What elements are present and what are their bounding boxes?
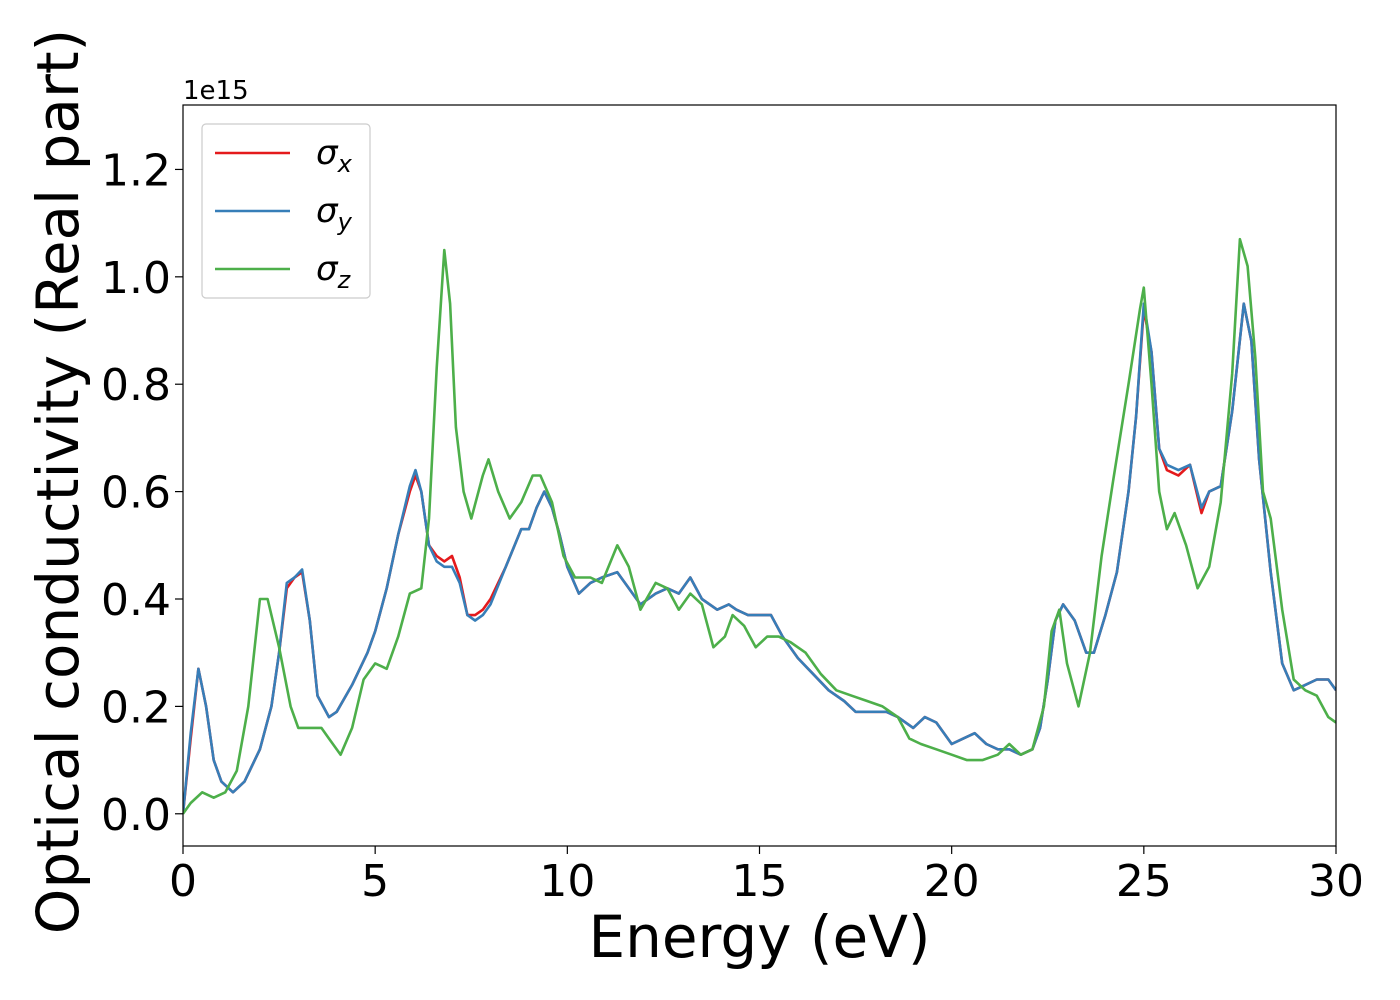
legend-label-y: σy xyxy=(316,191,353,236)
y-tick-label: 0.0 xyxy=(101,790,171,841)
y-offset-label: 1e15 xyxy=(183,76,249,106)
legend-label-x: σx xyxy=(316,133,353,178)
legend-label-z: σz xyxy=(316,249,352,294)
y-tick-label: 1.2 xyxy=(101,145,171,196)
y-tick-label: 1.0 xyxy=(101,253,171,304)
y-tick-label: 0.2 xyxy=(101,682,171,733)
y-tick-label: 0.4 xyxy=(101,575,171,626)
x-ticks: 0 5 10 15 20 25 30 xyxy=(169,846,1364,907)
series-layer xyxy=(183,237,1336,815)
y-tick-label: 0.6 xyxy=(101,468,171,519)
y-tick-label: 0.8 xyxy=(101,360,171,411)
x-tick-label: 20 xyxy=(924,856,980,907)
x-tick-label: 15 xyxy=(732,856,788,907)
x-tick-label: 10 xyxy=(539,856,595,907)
y-ticks: 0.0 0.2 0.4 0.6 0.8 1.0 1.2 xyxy=(101,145,183,841)
x-axis-label: Energy (eV) xyxy=(588,903,930,971)
x-tick-label: 0 xyxy=(169,856,197,907)
y-axis-label: Optical conductivity (Real part) xyxy=(24,29,92,934)
x-tick-label: 25 xyxy=(1116,856,1172,907)
legend: σx σy σz xyxy=(201,123,371,299)
series-line-z xyxy=(183,237,1336,815)
x-tick-label: 5 xyxy=(361,856,389,907)
x-tick-label: 30 xyxy=(1308,856,1364,907)
